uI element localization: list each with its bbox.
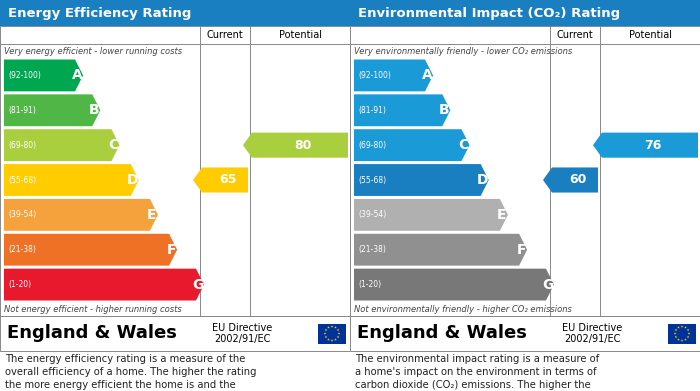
Polygon shape: [4, 199, 158, 231]
Polygon shape: [593, 133, 698, 158]
Text: E: E: [497, 208, 507, 222]
Polygon shape: [354, 269, 554, 301]
Bar: [318, 323, 346, 344]
Text: (1-20): (1-20): [8, 280, 31, 289]
Polygon shape: [4, 59, 83, 91]
Text: Not environmentally friendly - higher CO₂ emissions: Not environmentally friendly - higher CO…: [354, 305, 572, 314]
Text: F: F: [167, 243, 176, 257]
Bar: [0, 316, 350, 351]
Polygon shape: [4, 164, 139, 196]
Text: C: C: [458, 138, 468, 152]
Text: Potential: Potential: [629, 30, 671, 40]
Bar: [668, 323, 696, 344]
Text: 60: 60: [569, 174, 587, 187]
Text: (92-100): (92-100): [358, 71, 391, 80]
Polygon shape: [354, 59, 433, 91]
Text: England & Wales: England & Wales: [7, 325, 177, 343]
Polygon shape: [325, 328, 328, 331]
Polygon shape: [354, 94, 450, 126]
Text: F: F: [517, 243, 526, 257]
Polygon shape: [675, 328, 678, 331]
Polygon shape: [330, 339, 333, 342]
Text: Potential: Potential: [279, 30, 321, 40]
Text: (39-54): (39-54): [8, 210, 36, 219]
Text: (39-54): (39-54): [358, 210, 386, 219]
Text: A: A: [421, 68, 433, 83]
Polygon shape: [543, 167, 598, 192]
Text: G: G: [542, 278, 554, 292]
Polygon shape: [680, 339, 683, 342]
Text: Environmental Impact (CO₂) Rating: Environmental Impact (CO₂) Rating: [358, 7, 620, 20]
Text: D: D: [477, 173, 489, 187]
Text: EU Directive
2002/91/EC: EU Directive 2002/91/EC: [212, 323, 272, 344]
Text: B: B: [89, 103, 99, 117]
Polygon shape: [325, 335, 328, 338]
Polygon shape: [687, 335, 689, 338]
Text: C: C: [108, 138, 118, 152]
Polygon shape: [354, 234, 527, 265]
Polygon shape: [677, 326, 680, 328]
Polygon shape: [337, 328, 340, 331]
Text: (21-38): (21-38): [8, 245, 36, 254]
Text: E: E: [147, 208, 157, 222]
Text: Very energy efficient - lower running costs: Very energy efficient - lower running co…: [4, 47, 182, 56]
Polygon shape: [330, 325, 333, 328]
Text: England & Wales: England & Wales: [357, 325, 527, 343]
Text: (81-91): (81-91): [358, 106, 386, 115]
Text: The energy efficiency rating is a measure of the
overall efficiency of a home. T: The energy efficiency rating is a measur…: [5, 354, 256, 391]
Text: 80: 80: [294, 139, 312, 152]
Polygon shape: [687, 332, 690, 335]
Text: Very environmentally friendly - lower CO₂ emissions: Very environmentally friendly - lower CO…: [354, 47, 573, 56]
Polygon shape: [684, 326, 687, 328]
Polygon shape: [337, 335, 340, 338]
Text: Current: Current: [206, 30, 244, 40]
Text: The environmental impact rating is a measure of
a home's impact on the environme: The environmental impact rating is a mea…: [355, 354, 600, 391]
Text: G: G: [193, 278, 204, 292]
Text: 76: 76: [644, 139, 661, 152]
Polygon shape: [193, 167, 248, 192]
Polygon shape: [337, 332, 340, 335]
Text: D: D: [127, 173, 139, 187]
Polygon shape: [354, 129, 470, 161]
Text: EU Directive
2002/91/EC: EU Directive 2002/91/EC: [562, 323, 622, 344]
Text: (21-38): (21-38): [358, 245, 386, 254]
Polygon shape: [680, 325, 683, 328]
Text: (81-91): (81-91): [8, 106, 36, 115]
Polygon shape: [4, 129, 120, 161]
Bar: [0, 0, 350, 26]
Text: (69-80): (69-80): [8, 141, 36, 150]
Polygon shape: [327, 326, 330, 328]
Bar: [0, 26, 350, 316]
Polygon shape: [4, 234, 177, 265]
Text: Current: Current: [556, 30, 594, 40]
Text: (55-68): (55-68): [8, 176, 36, 185]
Text: (92-100): (92-100): [8, 71, 41, 80]
Text: (69-80): (69-80): [358, 141, 386, 150]
Text: B: B: [439, 103, 449, 117]
Polygon shape: [675, 335, 678, 338]
Polygon shape: [684, 338, 687, 341]
Polygon shape: [323, 332, 326, 335]
Bar: [350, 26, 700, 316]
Polygon shape: [673, 332, 676, 335]
Text: (55-68): (55-68): [358, 176, 386, 185]
Polygon shape: [334, 326, 337, 328]
Bar: [350, 0, 700, 26]
Bar: [350, 316, 700, 351]
Text: A: A: [71, 68, 83, 83]
Text: Not energy efficient - higher running costs: Not energy efficient - higher running co…: [4, 305, 182, 314]
Polygon shape: [354, 164, 489, 196]
Text: 65: 65: [219, 174, 237, 187]
Text: Energy Efficiency Rating: Energy Efficiency Rating: [8, 7, 191, 20]
Polygon shape: [687, 328, 689, 331]
Polygon shape: [334, 338, 337, 341]
Polygon shape: [4, 269, 204, 301]
Polygon shape: [354, 199, 508, 231]
Polygon shape: [677, 338, 680, 341]
Polygon shape: [327, 338, 330, 341]
Polygon shape: [243, 133, 348, 158]
Text: (1-20): (1-20): [358, 280, 381, 289]
Polygon shape: [4, 94, 100, 126]
